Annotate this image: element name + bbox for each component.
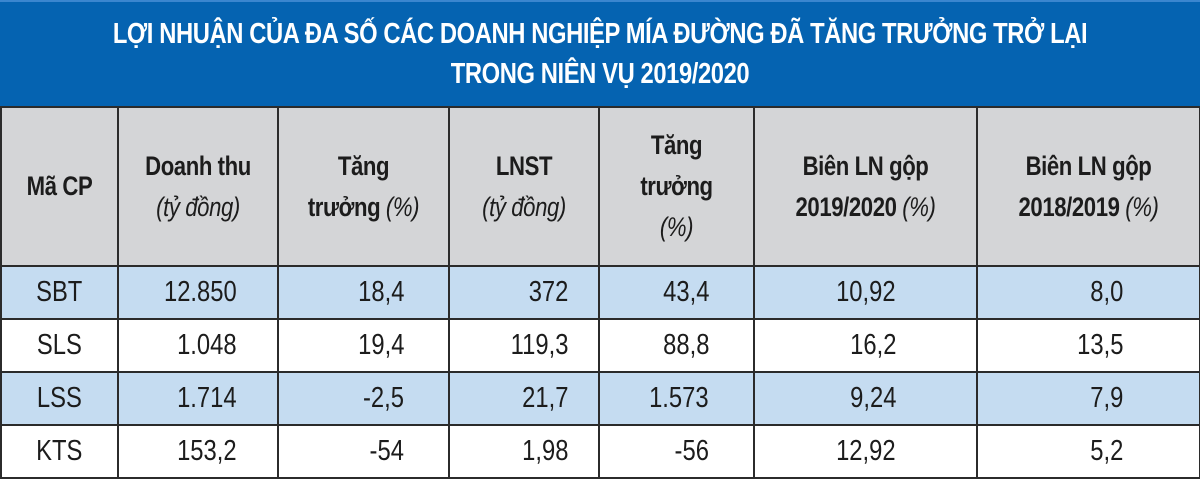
header-tang-truong-doanh-thu: Tăng trưởng (%) bbox=[277, 106, 450, 267]
table-row-lss: LSS 1.714 -2,5 21,7 1.573 9,24 7,9 bbox=[0, 371, 1200, 426]
cell-lnst: 372 bbox=[448, 265, 600, 320]
header-bien-ln-gop-2019-2020: Biên LN gộp 2019/2020 (%) bbox=[753, 106, 978, 267]
header-lnst: LNST (tỷ đồng) bbox=[448, 106, 600, 267]
cell-lnst-growth: 43,4 bbox=[598, 265, 755, 320]
cell-margin-2018-2019: 8,0 bbox=[976, 265, 1200, 320]
cell-margin-2019-2020: 10,92 bbox=[753, 265, 978, 320]
cell-lnst: 119,3 bbox=[448, 318, 600, 373]
cell-margin-2018-2019: 13,5 bbox=[976, 318, 1200, 373]
header-row: Mã CP Doanh thu (tỷ đồng) Tăng trưởng (%… bbox=[0, 106, 1200, 267]
cell-revenue-growth: -2,5 bbox=[277, 371, 450, 426]
cell-code: SBT bbox=[0, 265, 119, 320]
cell-code: KTS bbox=[0, 424, 119, 479]
cell-revenue: 1.714 bbox=[117, 371, 279, 426]
cell-revenue-growth: 19,4 bbox=[277, 318, 450, 373]
header-tang-truong-lnst: Tăng trưởng (%) bbox=[598, 106, 755, 267]
title-line-2: TRONG NIÊN VỤ 2019/2020 bbox=[450, 58, 750, 90]
cell-lnst: 21,7 bbox=[448, 371, 600, 426]
cell-lnst-growth: 88,8 bbox=[598, 318, 755, 373]
cell-lnst-growth: -56 bbox=[598, 424, 755, 479]
cell-revenue: 153,2 bbox=[117, 424, 279, 479]
cell-revenue-growth: 18,4 bbox=[277, 265, 450, 320]
cell-margin-2019-2020: 9,24 bbox=[753, 371, 978, 426]
header-bien-ln-gop-2018-2019: Biên LN gộp 2018/2019 (%) bbox=[976, 106, 1200, 267]
cell-margin-2019-2020: 12,92 bbox=[753, 424, 978, 479]
sugar-companies-table: Mã CP Doanh thu (tỷ đồng) Tăng trưởng (%… bbox=[0, 106, 1200, 479]
table-row-kts: KTS 153,2 -54 1,98 -56 12,92 5,2 bbox=[0, 424, 1200, 479]
cell-margin-2018-2019: 7,9 bbox=[976, 371, 1200, 426]
header-doanh-thu: Doanh thu (tỷ đồng) bbox=[117, 106, 279, 267]
title-line-1: LỢI NHUẬN CỦA ĐA SỐ CÁC DOANH NGHIỆP MÍA… bbox=[112, 18, 1088, 50]
cell-lnst-growth: 1.573 bbox=[598, 371, 755, 426]
table-title-banner: LỢI NHUẬN CỦA ĐA SỐ CÁC DOANH NGHIỆP MÍA… bbox=[0, 0, 1200, 106]
table-row-sls: SLS 1.048 19,4 119,3 88,8 16,2 13,5 bbox=[0, 318, 1200, 373]
header-ma-cp: Mã CP bbox=[0, 106, 119, 267]
cell-margin-2018-2019: 5,2 bbox=[976, 424, 1200, 479]
cell-code: LSS bbox=[0, 371, 119, 426]
cell-margin-2019-2020: 16,2 bbox=[753, 318, 978, 373]
cell-revenue-growth: -54 bbox=[277, 424, 450, 479]
cell-revenue: 12.850 bbox=[117, 265, 279, 320]
table-row-sbt: SBT 12.850 18,4 372 43,4 10,92 8,0 bbox=[0, 265, 1200, 320]
cell-revenue: 1.048 bbox=[117, 318, 279, 373]
cell-code: SLS bbox=[0, 318, 119, 373]
cell-lnst: 1,98 bbox=[448, 424, 600, 479]
